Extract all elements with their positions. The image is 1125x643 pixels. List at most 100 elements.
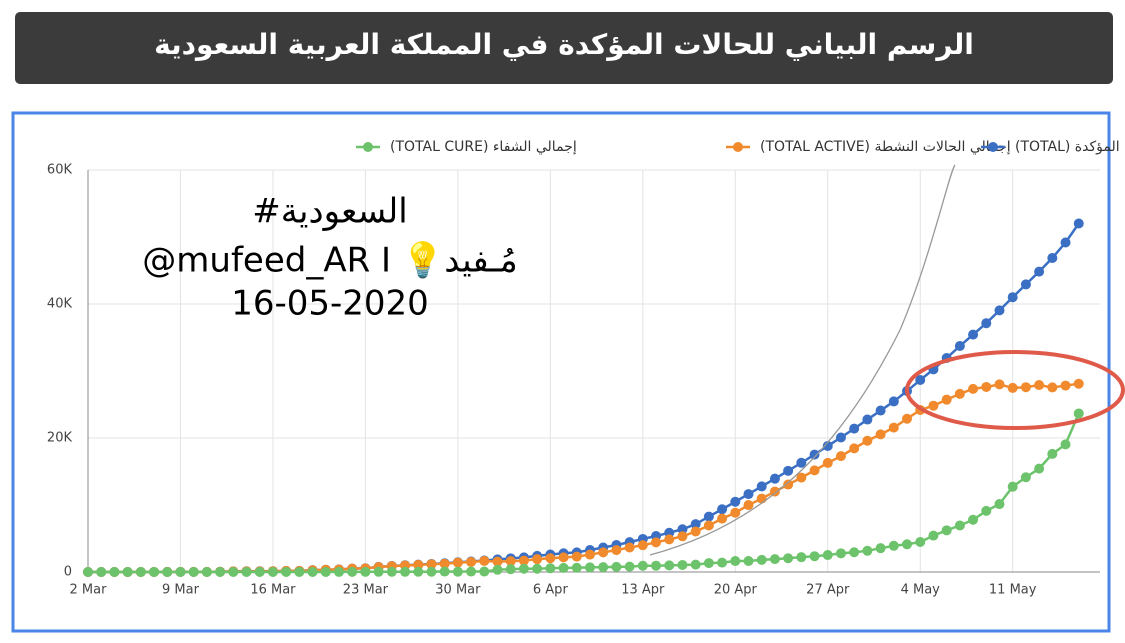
x-tick-label: 11 May (989, 583, 1037, 598)
data-point (862, 435, 873, 446)
data-point (1047, 382, 1058, 393)
data-point (347, 566, 358, 577)
data-point (1047, 252, 1058, 263)
x-tick-label: 9 Mar (162, 583, 200, 598)
data-point (928, 530, 939, 541)
data-point (954, 388, 965, 399)
data-point (888, 422, 899, 433)
data-point (743, 489, 754, 500)
data-point (888, 396, 899, 407)
y-tick-label: 20K (47, 431, 73, 446)
data-point (835, 548, 846, 559)
data-point (188, 566, 199, 577)
data-point (928, 400, 939, 411)
data-point (83, 567, 93, 577)
data-point (941, 525, 952, 536)
data-point (149, 567, 160, 577)
data-point (717, 557, 728, 568)
data-point (981, 318, 992, 329)
data-point (162, 567, 173, 577)
data-point (1007, 481, 1018, 492)
data-point (822, 440, 833, 451)
data-point (241, 566, 252, 577)
data-point (968, 514, 979, 525)
data-point (769, 486, 780, 497)
data-point (360, 566, 371, 577)
data-point (215, 566, 226, 577)
data-point (1073, 378, 1084, 389)
data-point (558, 562, 569, 573)
data-point (1060, 439, 1071, 450)
data-point (1034, 266, 1045, 277)
x-tick-label: 23 Mar (343, 583, 389, 598)
data-point (862, 545, 873, 556)
data-point (690, 559, 701, 570)
data-point (690, 526, 701, 537)
data-point (1007, 382, 1018, 393)
data-point (584, 562, 595, 573)
data-point (954, 341, 965, 352)
plot: 0 20K 40K 60K 2 Mar 9 Mar 16 Mar 23 Mar 30 Mar 6 … (47, 139, 1125, 598)
legend-marker (733, 142, 743, 152)
data-point (386, 566, 397, 577)
x-tick-label: 13 Apr (621, 583, 665, 598)
data-point (994, 379, 1005, 390)
data-point (333, 566, 344, 577)
data-point (809, 449, 820, 460)
data-point (796, 472, 807, 483)
data-point (730, 496, 741, 507)
x-tick-label: 20 Apr (714, 583, 758, 598)
data-point (452, 566, 463, 577)
data-point (637, 560, 648, 571)
data-point (426, 559, 437, 570)
data-point (201, 566, 212, 577)
data-point (703, 520, 714, 531)
data-point (267, 566, 278, 577)
data-point (835, 451, 846, 462)
data-point (730, 507, 741, 518)
data-point (1034, 463, 1045, 474)
data-point (756, 554, 767, 565)
y-tick-label: 60K (47, 163, 73, 178)
data-point (505, 556, 516, 567)
x-tick-label: 6 Apr (533, 583, 569, 598)
data-point (677, 559, 688, 570)
data-point (624, 542, 635, 553)
legend-label: إجمالي الشفاء (TOTAL CURE) (390, 139, 577, 155)
data-point (941, 394, 952, 405)
data-point (902, 413, 913, 424)
data-point (954, 520, 965, 531)
data-point (479, 566, 490, 577)
data-point (875, 543, 886, 554)
data-point (968, 329, 979, 340)
data-point (875, 405, 886, 416)
data-point (783, 553, 794, 564)
data-point (505, 564, 516, 575)
data-point (452, 557, 463, 568)
data-point (413, 559, 424, 570)
data-point (809, 551, 820, 562)
data-point (651, 560, 662, 571)
data-point (796, 552, 807, 563)
data-point (466, 566, 477, 577)
data-point (611, 545, 622, 556)
data-point (703, 511, 714, 522)
data-point (1073, 408, 1084, 419)
data-point (994, 499, 1005, 510)
data-point (175, 567, 186, 577)
y-tick-label: 40K (47, 297, 73, 312)
data-point (849, 443, 860, 454)
data-point (1047, 448, 1058, 459)
data-point (426, 566, 437, 577)
trend-curve (649, 164, 956, 556)
data-point (743, 556, 754, 567)
data-point (664, 560, 675, 571)
data-point (439, 558, 450, 569)
x-tick-label: 27 Apr (806, 583, 850, 598)
data-point (1020, 382, 1031, 393)
data-point (783, 465, 794, 476)
data-point (598, 562, 609, 573)
data-point (1020, 472, 1031, 483)
data-point (1060, 237, 1071, 248)
